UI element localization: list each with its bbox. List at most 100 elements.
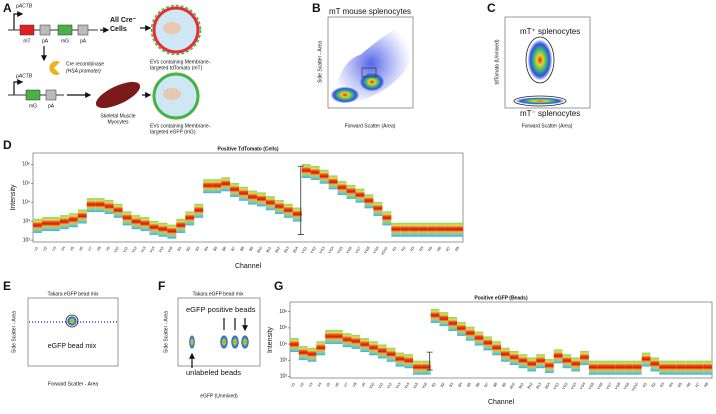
x-tick-label: YG4 — [328, 246, 335, 254]
x-tick-label: V8 — [96, 246, 102, 252]
x-tick-label: B1 — [177, 246, 183, 252]
x-tick-label: B12 — [274, 246, 281, 254]
panel-label: B — [312, 1, 321, 15]
spectrum-band — [113, 203, 123, 218]
x-tick-label: V9 — [361, 382, 367, 388]
density — [231, 335, 239, 349]
spectrum-band — [571, 357, 581, 372]
plot-title: mT mouse splenocytes — [329, 7, 411, 16]
spectrum-band — [457, 321, 466, 336]
x-tick-label: V7 — [343, 382, 349, 388]
gene-label: mG — [61, 38, 69, 44]
x-tick-label: R3 — [410, 246, 416, 252]
x-tick-label: V11 — [377, 382, 384, 389]
x-tick-label: B4 — [204, 246, 210, 252]
x-tick-label: V14 — [149, 246, 156, 254]
spectrum-band — [650, 357, 660, 372]
panel-label: A — [3, 1, 12, 15]
spectrum-band — [632, 360, 642, 375]
panel-label: D — [3, 138, 12, 152]
spectrum-band — [400, 222, 410, 237]
x-tick-label: YG7 — [355, 246, 362, 254]
spectrum-band — [59, 215, 69, 230]
x-tick-label: V8 — [352, 382, 358, 388]
x-tick-label: V13 — [395, 382, 402, 390]
x-tick-label: YG7 — [606, 382, 613, 390]
y-tick-label: 10⁶ — [22, 162, 30, 168]
muscle — [95, 81, 141, 109]
spectrum-band — [413, 360, 422, 375]
spectrum-band — [409, 222, 419, 237]
pa-box — [77, 24, 89, 36]
plot-frame — [32, 152, 464, 243]
target-label: Cells — [110, 26, 127, 33]
y-label: Side Scatter - Area — [317, 41, 323, 83]
spectrum-band — [509, 350, 519, 365]
x-tick-label: YG6 — [346, 246, 353, 254]
spectrum-band — [248, 190, 257, 205]
x-tick-label: YG3 — [319, 246, 326, 254]
x-tick-label: V4 — [317, 382, 323, 388]
x-tick-label: YG10 — [631, 382, 639, 392]
spectrum-band — [588, 360, 598, 375]
spectrum-band — [694, 360, 704, 375]
enzyme-promoter: (HSA promoter) — [66, 68, 101, 74]
gate — [513, 95, 567, 107]
gene-box — [25, 89, 41, 101]
cargo — [163, 22, 181, 34]
spectrum-band — [140, 217, 150, 232]
vesicle-label: EVs containing Membrane- — [150, 123, 211, 129]
spectrum-band — [562, 354, 572, 369]
x-tick-label: YG2 — [562, 382, 569, 390]
x-tick-label: B13 — [283, 246, 290, 254]
x-tick-label: B6 — [475, 382, 481, 388]
x-tick-label: YG5 — [337, 246, 344, 254]
x-tick-label: R8 — [704, 382, 710, 388]
spectrum-band — [436, 222, 446, 237]
flow-plot: mT mouse splenocytes Side Scatter - Area… — [317, 7, 414, 129]
spectrum-band — [194, 203, 204, 218]
spectrum-band — [676, 360, 686, 375]
spectrum-band — [283, 203, 293, 218]
spectrum-band — [301, 164, 311, 179]
x-tick-label: B14 — [544, 382, 551, 390]
x-label: eGFP (Unmixed) — [200, 393, 238, 399]
x-tick-label: V1 — [290, 382, 296, 388]
spectrum-band — [33, 218, 42, 233]
x-tick-label: YG1 — [553, 382, 560, 390]
population-label: eGFP positive beads — [186, 305, 256, 314]
vesicle-label: targeted tdTomato (mT) — [150, 65, 203, 71]
panel-label: C — [487, 1, 496, 15]
x-tick-label: R1 — [392, 246, 398, 252]
gate — [65, 314, 79, 328]
y-label: tdTomato (Unmixed) — [494, 39, 500, 84]
spectrum-band — [454, 222, 463, 237]
x-tick-label: R4 — [419, 246, 425, 252]
promoter-arrow — [13, 11, 24, 30]
population-label: unlabeled beads — [186, 368, 241, 377]
spectrum-band — [122, 211, 132, 226]
y-tick-label: 10⁵ — [279, 325, 287, 331]
y-tick-label: 10² — [23, 237, 31, 243]
spectrum-band — [544, 359, 554, 374]
spectrum-band — [230, 182, 240, 197]
cre-icon — [49, 61, 60, 75]
vesicle-ring — [150, 4, 202, 56]
spectrum-band — [418, 222, 428, 237]
spectrum-band — [167, 224, 177, 239]
x-tick-label: B7 — [484, 382, 490, 388]
spectrum-band — [501, 347, 510, 362]
flow-plot: Takara eGFP bead mix eGFP bead mix Side … — [11, 291, 119, 387]
gate — [361, 67, 377, 78]
x-tick-label: V12 — [131, 246, 138, 254]
x-tick-label: V12 — [386, 382, 393, 390]
spectrum-band — [77, 209, 87, 224]
pa-label: pA — [42, 38, 49, 44]
spectrum-band — [256, 192, 266, 207]
spectrum-band — [527, 357, 537, 372]
spectrum-band — [382, 211, 392, 226]
x-tick-label: B8 — [240, 246, 246, 252]
x-tick-label: V9 — [105, 246, 111, 252]
x-tick-label: R8 — [454, 246, 460, 252]
